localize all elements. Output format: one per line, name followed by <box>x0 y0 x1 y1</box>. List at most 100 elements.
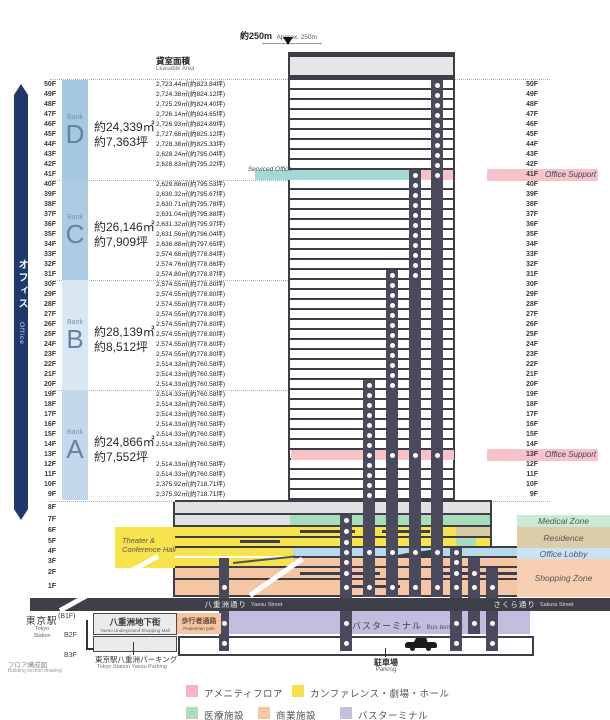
elevator-stop-dot <box>434 452 440 458</box>
bank-letter: C <box>65 219 85 249</box>
leasable-area-value: 2,514.33㎡(約760.58坪) <box>156 411 226 418</box>
floor-label-right: 26F <box>525 321 538 328</box>
floor-label-right: 38F <box>525 201 538 208</box>
elevator-stop-dot <box>343 570 349 576</box>
bank-c-elevator-shaft <box>409 170 421 597</box>
elevator-stop-dot <box>412 242 418 248</box>
b3f-label: B3F <box>64 652 77 659</box>
podium-slab-1f <box>175 595 530 597</box>
floor-label-left: 4F <box>47 548 56 555</box>
floor-label-right: 16F <box>525 421 538 428</box>
tower-floor-row <box>290 110 455 120</box>
leasable-area-value: 2,725.29㎡(約824.40坪) <box>156 101 226 108</box>
station-parking-en: Tokyo Station Yaesu Parking <box>97 664 167 670</box>
underground-mall-en: Yaesu Underground Shopping Mall <box>100 627 170 633</box>
tower-floor-row <box>290 340 455 350</box>
floor-label-right: 44F <box>525 141 538 148</box>
elevator-stop-dot <box>389 584 395 590</box>
theater-slab-3 <box>240 540 280 543</box>
elevator-stop-dot <box>412 232 418 238</box>
elevator-stop-dot <box>489 620 495 626</box>
tower-floor-row <box>290 90 455 100</box>
floor-label-right: 43F <box>525 151 538 158</box>
podium-elevator-shaft <box>340 515 352 651</box>
footer-en: Building section drawing <box>8 668 62 674</box>
tower-floor-row <box>290 190 455 200</box>
floor-label-right: 28F <box>525 301 538 308</box>
floor-label-left: 24F <box>43 341 56 348</box>
car-icon <box>403 637 439 651</box>
tower-floor-row <box>290 130 455 140</box>
station-parking-box <box>93 636 177 652</box>
elevator-stop-dot <box>489 584 495 590</box>
elevator-stop-dot <box>471 620 477 626</box>
b1f-label: (B1F) <box>58 613 76 620</box>
podium-slab-2f <box>175 578 530 580</box>
legend-swatch <box>186 707 198 719</box>
floor-label-left: 29F <box>43 291 56 298</box>
leasable-area-value: 2,514.33㎡(約760.58坪) <box>156 361 226 368</box>
elevator-stop-dot <box>412 584 418 590</box>
floor-label-left: 1F <box>47 583 56 590</box>
shop-slab-2 <box>440 572 520 575</box>
elevator-stop-dot <box>221 620 227 626</box>
floor-label-left: 44F <box>43 141 56 148</box>
floor-label-left: 14F <box>43 441 56 448</box>
leasable-area-value: 2,514.33㎡(約760.58坪) <box>156 401 226 408</box>
floor-label-left: 32F <box>43 261 56 268</box>
elevator-stop-dot <box>389 312 395 318</box>
tower-floor-row <box>290 250 455 260</box>
leasable-area-value: 2,514.33㎡(約760.58坪) <box>156 461 226 468</box>
leasable-header-jp: 貸室面積 <box>156 56 191 66</box>
leasable-area-value: 2,375.92㎡(約718.71坪) <box>156 491 226 498</box>
leasable-area-value: 2,726.14㎡(約824.65坪) <box>156 111 226 118</box>
elevator-stop-dot <box>412 452 418 458</box>
leasable-area-value: 2,728.38㎡(約825.33坪) <box>156 141 226 148</box>
elevator-stop-dot <box>366 442 372 448</box>
sakura-street-jp: さくら通り <box>493 600 536 609</box>
elevator-stop-dot <box>434 549 440 555</box>
leasable-area-value: 2,514.33㎡(約760.58坪) <box>156 441 226 448</box>
floor-label-right: 31F <box>525 271 538 278</box>
yaesu-street-en: Yaesu Street <box>251 601 283 608</box>
leasable-area-value: 2,574.68㎡(約778.84坪) <box>156 251 226 258</box>
tower-floor-row <box>290 160 455 170</box>
floor-label-right: 35F <box>525 231 538 238</box>
podium-slab-8f <box>175 513 492 515</box>
elevator-stop-dot <box>389 549 395 555</box>
tokyo-station-en2: Station <box>33 633 51 639</box>
podium-8f-gray <box>175 502 492 513</box>
height-jp: 約250m <box>240 31 273 41</box>
legend-swatch <box>186 685 198 697</box>
floor-label-right: 33F <box>525 251 538 258</box>
podium-slab-6f <box>175 536 490 538</box>
elevator-stop-dot <box>366 482 372 488</box>
theater-label-line1: Theater & <box>122 536 155 545</box>
leasable-header-en: Leasable Area <box>156 66 195 72</box>
east-shaft-2 <box>468 558 480 634</box>
leasable-area-value: 2,628.24㎡(約795.04坪) <box>156 151 226 158</box>
elevator-stop-dot <box>389 452 395 458</box>
leasable-area-value: 2,574.55㎡(約778.80坪) <box>156 311 226 318</box>
tower-floor-row <box>290 180 455 190</box>
elevator-stop-dot <box>434 102 440 108</box>
floor-label-left: 17F <box>43 411 56 418</box>
tower-floor-row <box>290 320 455 330</box>
tokyo-station-jp: 東京駅 <box>26 616 58 627</box>
floor-label-right: 46F <box>525 121 538 128</box>
elevator-stop-dot <box>412 549 418 555</box>
elevator-stop-dot <box>343 640 349 646</box>
elevator-stop-dot <box>389 342 395 348</box>
office-sidebar-jp: オフィス <box>16 259 27 312</box>
floor-label-right: 18F <box>525 401 538 408</box>
tower-floor-row <box>290 120 455 130</box>
bank-word: Bank <box>67 214 83 221</box>
pedestrian-path-jp: 歩行者通路 <box>181 618 217 625</box>
floor-label-left: 46F <box>43 121 56 128</box>
elevator-stop-dot <box>343 528 349 534</box>
tower-floor-row <box>290 150 455 160</box>
divider-9f-right <box>455 501 550 502</box>
floor-label-right: 45F <box>525 131 538 138</box>
station-bracket <box>86 620 94 650</box>
floor-label-left: 33F <box>43 251 56 258</box>
